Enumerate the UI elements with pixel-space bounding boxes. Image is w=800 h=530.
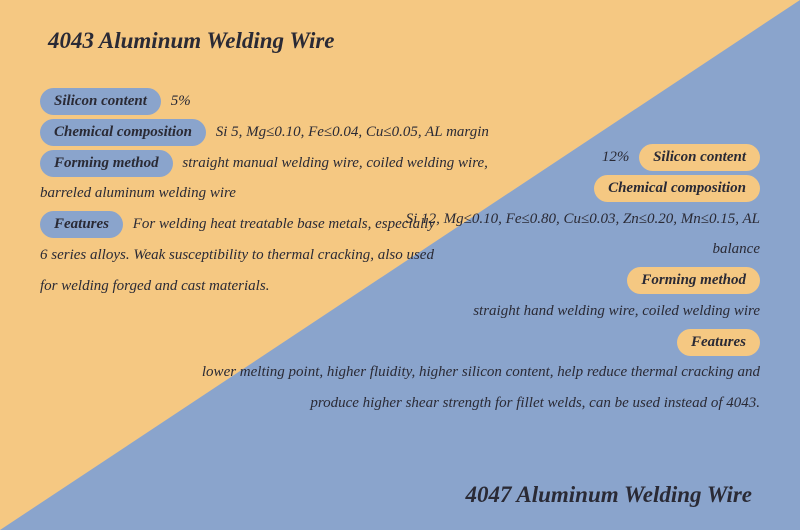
label-chem: Chemical composition (40, 119, 206, 146)
label-silicon-r: Silicon content (639, 144, 760, 171)
spec-block-4047: 12% Silicon content Chemical composition… (330, 142, 760, 419)
row-forming-r: Forming method (330, 265, 760, 296)
label-forming-r: Forming method (627, 267, 760, 294)
value-features-r: lower melting point, higher fluidity, hi… (200, 357, 760, 419)
label-chem-r: Chemical composition (594, 175, 760, 202)
title-4047: 4047 Aluminum Welding Wire (465, 482, 752, 508)
label-features-r: Features (677, 329, 760, 356)
value-chem-r: Si 12, Mg≤0.10, Fe≤0.80, Cu≤0.03, Zn≤0.2… (400, 204, 760, 266)
title-4043: 4043 Aluminum Welding Wire (48, 28, 335, 54)
value-silicon: 5% (171, 93, 191, 109)
row-silicon-r: 12% Silicon content (330, 142, 760, 173)
value-forming-r: straight hand welding wire, coiled weldi… (330, 296, 760, 327)
label-forming: Forming method (40, 150, 173, 177)
label-features: Features (40, 211, 123, 238)
value-chem: Si 5, Mg≤0.10, Fe≤0.04, Cu≤0.05, AL marg… (216, 124, 489, 140)
label-silicon: Silicon content (40, 88, 161, 115)
row-features-r: Features (330, 327, 760, 358)
row-chem-r: Chemical composition (330, 173, 760, 204)
content-layer: 4043 Aluminum Welding Wire Silicon conte… (0, 0, 800, 530)
row-silicon: Silicon content 5% (40, 86, 510, 117)
value-silicon-r: 12% (602, 149, 630, 165)
